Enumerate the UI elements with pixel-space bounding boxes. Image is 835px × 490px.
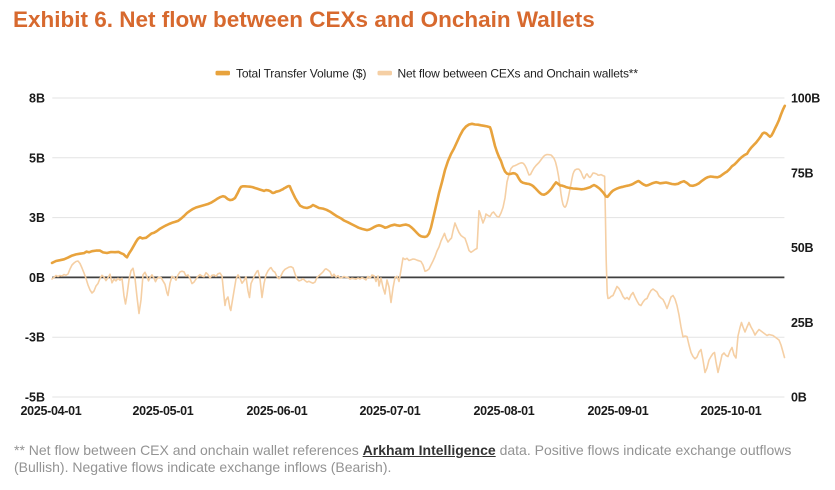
svg-text:2025-10-01: 2025-10-01 (701, 404, 762, 418)
svg-text:Net flow between CEXs and Onch: Net flow between CEXs and Onchain wallet… (398, 67, 639, 81)
svg-text:2025-07-01: 2025-07-01 (360, 404, 421, 418)
svg-text:0B: 0B (791, 391, 807, 405)
svg-text:75B: 75B (791, 166, 814, 180)
svg-text:8B: 8B (29, 92, 45, 106)
svg-text:-3B: -3B (25, 331, 45, 345)
svg-text:5B: 5B (29, 151, 45, 165)
svg-text:100B: 100B (791, 92, 820, 106)
svg-text:2025-05-01: 2025-05-01 (133, 404, 194, 418)
svg-text:-5B: -5B (25, 391, 45, 405)
svg-text:2025-09-01: 2025-09-01 (588, 404, 649, 418)
svg-text:3B: 3B (29, 211, 45, 225)
svg-text:2025-04-01: 2025-04-01 (21, 404, 82, 418)
svg-text:0B: 0B (29, 271, 45, 285)
svg-text:25B: 25B (791, 316, 814, 330)
svg-text:2025-08-01: 2025-08-01 (474, 404, 535, 418)
svg-text:50B: 50B (791, 241, 814, 255)
svg-text:2025-06-01: 2025-06-01 (247, 404, 308, 418)
svg-text:Total Transfer Volume ($): Total Transfer Volume ($) (236, 67, 366, 81)
